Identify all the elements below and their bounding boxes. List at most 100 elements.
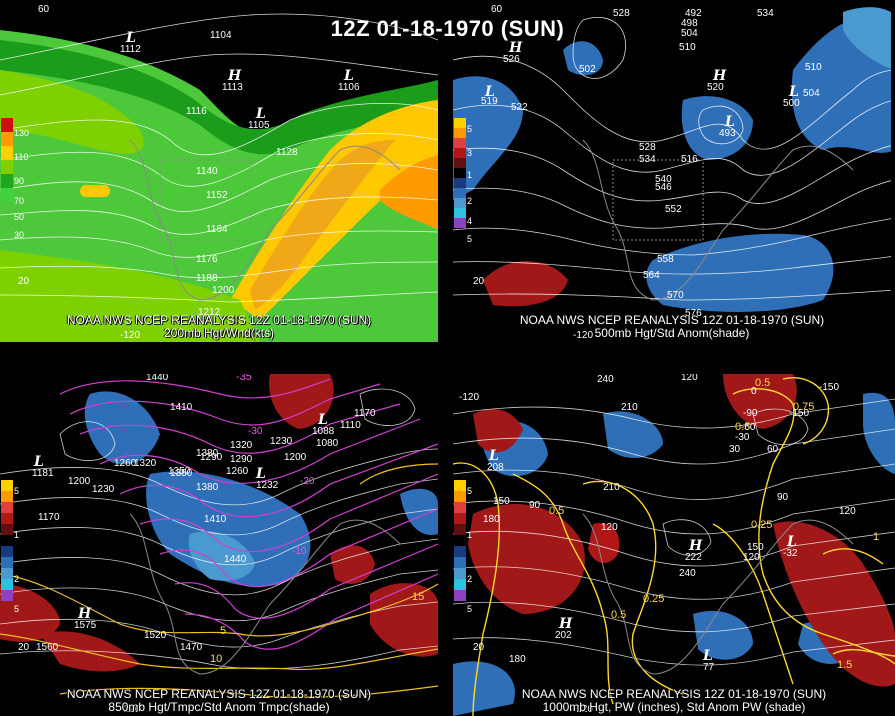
contour-label: 498 <box>681 18 698 29</box>
legend-label: 50 <box>14 212 25 222</box>
contour-label: 180 <box>509 654 526 665</box>
anom-neg-ne <box>863 392 895 474</box>
height-contours-200 <box>0 13 438 303</box>
low-value: 208 <box>487 462 504 473</box>
high-center: H <box>227 68 242 84</box>
high-value: 222 <box>685 552 702 563</box>
map-200mb: 60 20 -120 1104 1116 1128 1140 1152 1164… <box>0 0 438 342</box>
contour-label: 120 <box>743 552 760 563</box>
contour-label: 150 <box>493 496 510 507</box>
jet-shade-70-south <box>0 250 260 342</box>
low-center: L <box>702 648 713 664</box>
panel-caption-field: 500mb Hgt/Std Anom(shade) <box>594 326 750 340</box>
high-center: H <box>558 616 573 632</box>
map-1000mb: 20 -120 240 120 -120 210 -150 -150 -90 -… <box>453 374 895 716</box>
lat-label: 20 <box>473 642 485 653</box>
legend-label: 1 <box>14 530 20 540</box>
low-center: L <box>125 30 136 46</box>
pw-label: 0.75 <box>793 401 814 413</box>
contour-label: 60 <box>767 444 779 455</box>
contour-label: 1170 <box>38 512 60 523</box>
panel-caption-source: NOAA NWS NCEP REANALYSIS 12Z 01-18-1970 … <box>66 687 372 701</box>
legend-200 <box>1 118 13 202</box>
legend-swatch <box>1 188 13 202</box>
jet-shade-110 <box>250 140 395 310</box>
contour-label: 120 <box>601 522 618 533</box>
contour-label: 1116 <box>186 106 207 117</box>
map-500mb: 60 20 -120 528 492 498 504 510 516 522 5… <box>453 0 891 342</box>
contour-label: 546 <box>655 182 672 193</box>
anom-neg-ne-strong <box>843 7 891 69</box>
legend-label: 5 <box>14 604 20 614</box>
pw-label: 0.25 <box>751 519 772 531</box>
contour-label: 1290 <box>200 452 223 463</box>
pw-label: 0.25 <box>643 593 664 605</box>
legend-label: 5 <box>467 604 473 614</box>
high-value: 526 <box>503 54 520 65</box>
contour-label: 1176 <box>196 254 218 265</box>
pw-label: 1 <box>873 531 879 543</box>
legend-label: 70 <box>14 196 25 206</box>
contour-label: 1104 <box>210 30 232 41</box>
jet-calm-region <box>0 0 438 137</box>
main-title: 12Z 01-18-1970 (SUN) <box>330 16 565 41</box>
lat-label: 20 <box>18 642 30 653</box>
contour-label: 576 <box>685 308 702 319</box>
contour-label: 1260 <box>114 458 137 469</box>
contour-label: -90 <box>743 408 758 419</box>
anom-pos-sw <box>0 584 60 642</box>
low-value: 1181 <box>32 468 54 479</box>
low-center: L <box>788 84 799 100</box>
contour-label: 1440 <box>224 554 247 565</box>
contour-label: 1410 <box>170 402 193 413</box>
jet-shade-110b <box>380 155 438 230</box>
contour-label: 1164 <box>206 224 228 235</box>
contour-label: 150 <box>747 542 764 553</box>
legend-swatch <box>1 118 13 132</box>
latlon-1000: 20 -120 <box>473 642 593 715</box>
contour-label: 240 <box>597 374 614 385</box>
legend-swatch <box>1 146 13 160</box>
contour-label: 30 <box>729 444 741 455</box>
legend-label: 2 <box>14 574 20 584</box>
low-center: L <box>484 84 495 100</box>
pw-contours-1000 <box>453 377 895 716</box>
low-value: 1112 <box>120 44 141 55</box>
lat-label: 60 <box>38 4 50 15</box>
contour-label: -60 <box>741 422 756 433</box>
high-center: H <box>77 606 92 622</box>
legend-label: 2 <box>467 196 473 206</box>
high-center: H <box>508 40 523 56</box>
legend-850 <box>1 480 13 601</box>
contour-label: 1440 <box>146 374 169 383</box>
legend-label: 30 <box>14 230 25 240</box>
pw-label: 0.5 <box>611 609 626 621</box>
contour-label: 210 <box>603 482 620 493</box>
legend-swatch <box>1 132 13 146</box>
high-value: 520 <box>707 82 724 93</box>
low-value: 493 <box>719 128 736 139</box>
pressure-centers-200: L 1112 H 1113 L 1106 L 1105 <box>120 30 360 131</box>
contour-label: 0 <box>751 386 757 397</box>
temp-label: 15 <box>412 591 424 603</box>
low-value: 1232 <box>256 480 279 491</box>
contour-label: 1230 <box>270 436 293 447</box>
pressure-centers-850: L 1181 H 1575 L 1232 L 1088 <box>32 412 335 631</box>
pressure-centers-1000: L 208 H 202 H 222 L 77 L -32 <box>487 448 798 673</box>
anom-neg-nw <box>84 391 160 465</box>
contour-label: 510 <box>805 62 822 73</box>
legend-label: 1 <box>467 170 473 180</box>
high-value: 1113 <box>222 82 243 93</box>
contour-label: 540 <box>655 174 672 185</box>
low-center: L <box>488 448 499 464</box>
contour-label: 1380 <box>196 448 219 459</box>
contour-labels-1000: 240 120 -120 210 -150 -150 -90 -60 -30 3… <box>459 374 856 665</box>
panel-850mb: 20 -120 1440 1410 1380 1350 1320 1290 12… <box>0 374 438 716</box>
latlon-850: 20 -120 <box>18 642 140 715</box>
jet-shade-50 <box>0 40 438 155</box>
contour-label: 534 <box>639 154 656 165</box>
contour-label: -30 <box>735 432 750 443</box>
contour-label: 120 <box>839 506 856 517</box>
low-value: 77 <box>703 662 715 673</box>
pw-label: 0.5 <box>755 377 770 389</box>
